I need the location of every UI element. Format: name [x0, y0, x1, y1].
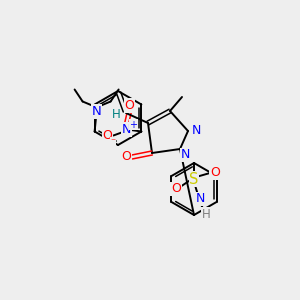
Text: N: N [191, 124, 201, 137]
Text: H: H [112, 109, 120, 122]
Text: S: S [189, 172, 199, 187]
Text: N: N [122, 123, 131, 136]
Text: O: O [210, 167, 220, 179]
Text: H: H [202, 208, 210, 220]
Text: ⁻: ⁻ [111, 137, 116, 148]
Text: O: O [124, 99, 134, 112]
Text: +: + [129, 119, 137, 130]
Text: O: O [121, 151, 131, 164]
Text: N: N [180, 148, 190, 161]
Text: O: O [171, 182, 181, 196]
Text: N: N [195, 193, 205, 206]
Text: O: O [102, 129, 112, 142]
Text: N: N [92, 105, 101, 118]
